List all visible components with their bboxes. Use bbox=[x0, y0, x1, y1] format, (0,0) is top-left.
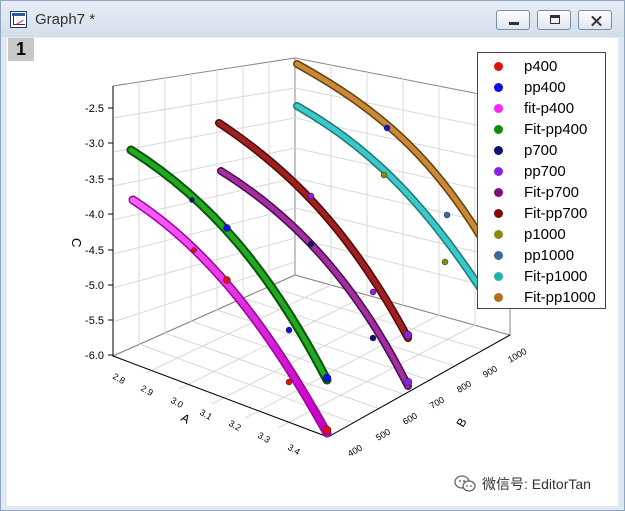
marker-icon bbox=[494, 251, 503, 260]
title-bar[interactable]: Graph7 * bbox=[1, 1, 624, 37]
b-tick: 500 bbox=[374, 427, 392, 443]
legend-item: pp400 bbox=[478, 78, 605, 99]
minimize-button[interactable] bbox=[496, 10, 530, 30]
marker-icon bbox=[494, 188, 503, 197]
b-tick: 1000 bbox=[506, 346, 528, 365]
fit-curves bbox=[126, 60, 504, 438]
legend-label: Fit-pp400 bbox=[524, 121, 588, 138]
legend-item: fit-p400 bbox=[478, 99, 605, 120]
legend-item: Fit-pp1000 bbox=[478, 288, 605, 309]
legend-item: Fit-p700 bbox=[478, 183, 605, 204]
legend-label: Fit-p700 bbox=[524, 184, 580, 201]
close-button[interactable] bbox=[578, 10, 612, 30]
legend-item: Fit-p1000 bbox=[478, 267, 605, 288]
maximize-button[interactable] bbox=[537, 10, 571, 30]
legend-label: Fit-pp1000 bbox=[524, 289, 596, 306]
marker-icon bbox=[494, 146, 503, 155]
b-axis: 400 500 600 700 800 900 1000 B bbox=[346, 346, 528, 459]
marker-icon bbox=[494, 62, 503, 71]
legend-item: p400 bbox=[478, 57, 605, 78]
legend-item: p700 bbox=[478, 141, 605, 162]
legend-label: fit-p400 bbox=[524, 100, 575, 117]
wechat-icon bbox=[454, 475, 476, 492]
minimize-icon bbox=[497, 11, 529, 29]
marker-icon bbox=[494, 167, 503, 176]
marker-icon bbox=[494, 272, 503, 281]
a-tick: 2.9 bbox=[139, 383, 155, 398]
legend-item: Fit-pp400 bbox=[478, 120, 605, 141]
b-tick: 900 bbox=[481, 364, 499, 380]
scatter-points bbox=[189, 124, 451, 435]
c-axis-label: C bbox=[69, 238, 84, 247]
a-tick: 3.0 bbox=[169, 395, 185, 410]
marker-icon bbox=[494, 230, 503, 239]
marker-icon bbox=[494, 209, 503, 218]
marker-icon bbox=[494, 125, 503, 134]
legend-label: pp700 bbox=[524, 163, 566, 180]
b-tick: 800 bbox=[455, 379, 473, 395]
c-tick: -6.0 bbox=[85, 350, 104, 362]
legend-item: Fit-pp700 bbox=[478, 204, 605, 225]
b-tick: 700 bbox=[428, 395, 446, 411]
legend-label: Fit-pp700 bbox=[524, 205, 588, 222]
c-axis: -2.5 -3.0 -3.5 -4.0 -4.5 -5.0 -5.5 -6.0 … bbox=[69, 103, 113, 362]
legend-item: pp700 bbox=[478, 162, 605, 183]
a-tick: 3.4 bbox=[286, 442, 302, 457]
b-tick: 600 bbox=[401, 411, 419, 427]
a-axis: 2.8 2.9 3.0 3.1 3.2 3.3 3.4 A bbox=[111, 371, 302, 457]
legend-label: p1000 bbox=[524, 226, 566, 243]
marker-icon bbox=[494, 104, 503, 113]
window-title: Graph7 * bbox=[35, 11, 96, 28]
legend-label: p700 bbox=[524, 142, 558, 159]
a-axis-label: A bbox=[179, 410, 193, 426]
maximize-icon bbox=[538, 11, 570, 29]
legend-label: pp1000 bbox=[524, 247, 575, 264]
marker-icon bbox=[494, 83, 503, 92]
layer-badge[interactable]: 1 bbox=[8, 38, 34, 61]
c-tick: -4.0 bbox=[85, 209, 104, 221]
a-tick: 3.3 bbox=[256, 430, 272, 445]
b-axis-label: B bbox=[453, 416, 469, 430]
marker-icon bbox=[494, 293, 503, 302]
legend[interactable]: p400 pp400 fit-p400 Fit-pp400 p700 pp700… bbox=[477, 52, 606, 309]
legend-label: Fit-p1000 bbox=[524, 268, 588, 285]
legend-label: p400 bbox=[524, 58, 558, 75]
c-tick: -4.5 bbox=[85, 245, 104, 257]
c-tick: -2.5 bbox=[85, 103, 104, 115]
c-tick: -5.0 bbox=[85, 280, 104, 292]
legend-item: p1000 bbox=[478, 225, 605, 246]
b-tick: 400 bbox=[346, 443, 364, 459]
c-tick: -3.0 bbox=[85, 138, 104, 150]
a-tick: 3.2 bbox=[227, 418, 243, 433]
a-tick: 2.8 bbox=[111, 371, 127, 386]
legend-label: pp400 bbox=[524, 79, 566, 96]
axis-frame bbox=[112, 86, 511, 438]
c-tick: -3.5 bbox=[85, 174, 104, 186]
legend-item: pp1000 bbox=[478, 246, 605, 267]
graph-app-icon[interactable] bbox=[10, 11, 27, 28]
watermark-text: 微信号: EditorTan bbox=[482, 476, 591, 492]
a-tick: 3.1 bbox=[198, 407, 214, 422]
c-tick: -5.5 bbox=[85, 315, 104, 327]
